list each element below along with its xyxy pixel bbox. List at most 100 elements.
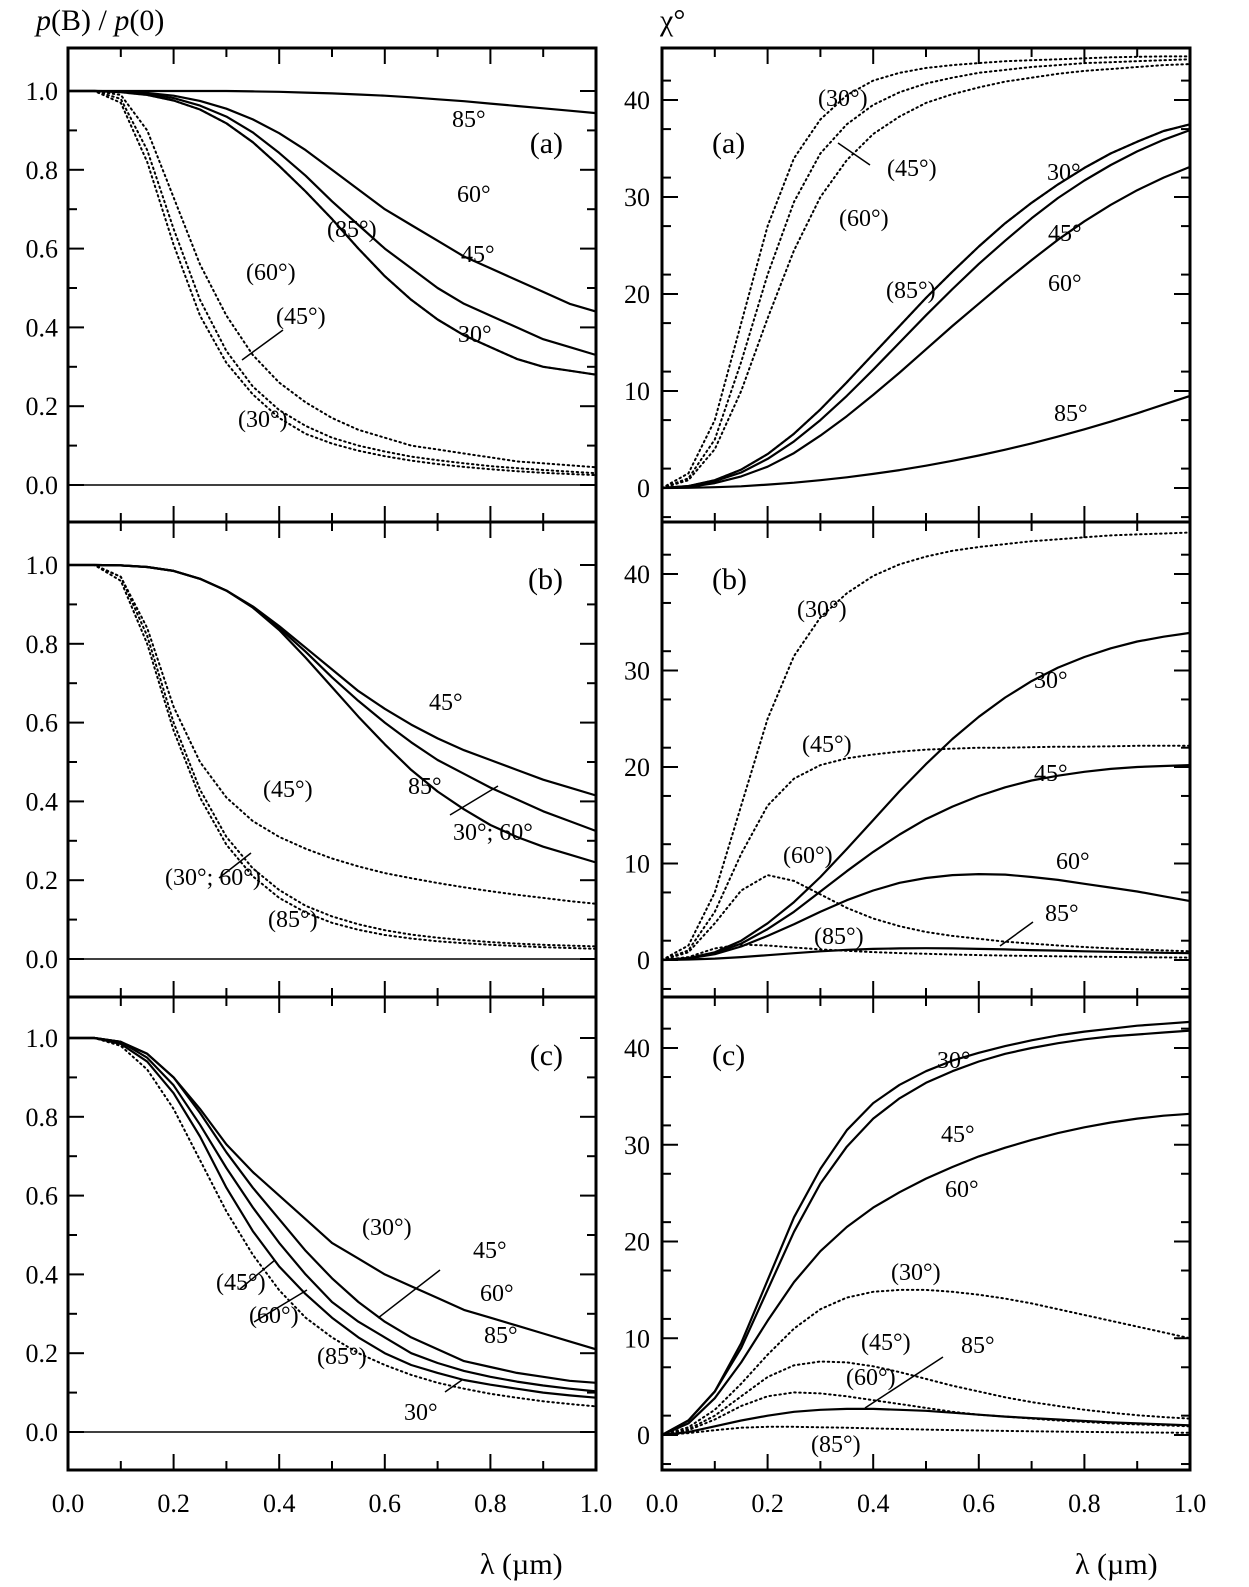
plot-frame: [66, 995, 598, 1472]
leader-line: [999, 921, 1034, 947]
curve-annotation: 45°: [473, 1238, 507, 1264]
y-tick-label: 0.8: [26, 156, 59, 185]
left-ylabel-p2: (B) /: [51, 4, 115, 37]
left-ylabel-p3: p: [114, 4, 130, 37]
curve-annotation: 30°: [1047, 160, 1081, 186]
series-line-0-5: [67, 90, 597, 469]
leader-line: [218, 852, 252, 879]
curve-annotation: 85°: [452, 107, 486, 133]
y-tick-label: 0: [637, 474, 650, 503]
series-line-4-2: [68, 1036, 597, 1393]
curve-annotation: (30°): [891, 1260, 941, 1286]
x-tick-label: 0.8: [474, 1489, 507, 1518]
curve-annotation: (30°): [362, 1215, 412, 1241]
curve-annotation: (60°): [246, 260, 296, 286]
series-line-2-4: [67, 564, 597, 948]
left-ylabel-p1: p: [36, 4, 51, 37]
curve-annotation: 45°: [461, 242, 495, 268]
leader-line: [377, 1269, 441, 1319]
series-line-3-4: [661, 531, 1191, 961]
panel-tag: (a): [712, 127, 745, 160]
curve-annotation: (85°): [886, 278, 936, 304]
left-xlabel: λ (µm): [480, 1548, 563, 1581]
x-tick-label: 0.2: [751, 1489, 784, 1518]
y-tick-label: 1.0: [26, 551, 59, 580]
curve-annotation: (30°; 60°): [165, 865, 261, 891]
panel-tag: (c): [712, 1039, 745, 1072]
curve-annotation: 85°: [1054, 401, 1088, 427]
series-line-3-5: [661, 744, 1191, 961]
leader-line: [837, 142, 871, 166]
series-line-3-2: [661, 872, 1191, 962]
series-line-0-6: [67, 90, 597, 475]
curve-annotation: 85°: [961, 1333, 995, 1359]
y-tick-label: 10: [624, 377, 650, 406]
series-line-5-0: [661, 1020, 1191, 1436]
x-tick-label: 0.6: [369, 1489, 402, 1518]
curve-annotation: 30°: [404, 1400, 438, 1426]
series-line-5-2: [661, 1112, 1191, 1437]
curve-annotation: (45°): [861, 1330, 911, 1356]
series-line-1-1: [661, 123, 1191, 489]
curve-annotation: (30°): [797, 597, 847, 623]
panel-tag: (b): [528, 563, 563, 596]
series-line-3-7: [661, 943, 1191, 961]
y-tick-label: 40: [624, 86, 650, 115]
series-line-4-3: [68, 1036, 597, 1399]
curve-annotation: 30°; 60°: [453, 820, 533, 846]
y-tick-label: 0: [637, 1421, 650, 1450]
leader-line: [864, 1356, 944, 1409]
series-line-3-3: [661, 947, 1191, 962]
leader-line: [444, 1379, 463, 1393]
series-line-3-6: [661, 874, 1191, 961]
y-tick-label: 0.8: [26, 630, 59, 659]
x-tick-label: 0.2: [157, 1489, 190, 1518]
y-tick-label: 20: [624, 1228, 650, 1257]
y-tick-label: 0.4: [26, 1260, 59, 1289]
curve-annotation: (45°): [276, 304, 326, 330]
curve-annotation: (60°): [783, 843, 833, 869]
y-tick-label: 40: [624, 560, 650, 589]
y-tick-label: 0.0: [26, 471, 59, 500]
curve-annotation: 45°: [429, 690, 463, 716]
series-line-1-5: [661, 55, 1191, 489]
y-tick-label: 40: [624, 1034, 650, 1063]
y-tick-label: 0.6: [26, 709, 59, 738]
y-tick-label: 30: [624, 657, 650, 686]
y-tick-label: 0.4: [26, 787, 59, 816]
right-ylabel: χ°: [660, 4, 686, 37]
series-line-0-1: [68, 89, 597, 313]
plot-frame: [66, 46, 598, 524]
curve-annotation: (60°): [846, 1365, 896, 1391]
series-line-5-5: [661, 1360, 1191, 1436]
y-tick-label: 0.4: [26, 313, 59, 342]
curve-annotation: (85°): [317, 1344, 367, 1370]
curve-annotation: 85°: [408, 774, 442, 800]
curve-annotation: 30°: [937, 1048, 971, 1074]
curve-annotation: 60°: [480, 1281, 514, 1307]
x-tick-label: 0.0: [646, 1489, 679, 1518]
curve-annotation: 60°: [1048, 271, 1082, 297]
leader-line: [449, 785, 499, 816]
x-tick-label: 0.6: [963, 1489, 996, 1518]
curve-annotation: (45°): [263, 777, 313, 803]
curve-annotation: 30°: [458, 322, 492, 348]
y-tick-label: 0.8: [26, 1103, 59, 1132]
y-tick-label: 1.0: [26, 1024, 59, 1053]
leader-line: [241, 329, 284, 361]
y-tick-label: 0.6: [26, 1182, 59, 1211]
series-line-2-0: [68, 563, 597, 797]
plot-frame: [66, 520, 598, 999]
curve-annotation: 85°: [1045, 901, 1079, 927]
series-line-1-4: [661, 394, 1191, 490]
curve-annotation: (85°): [268, 907, 318, 933]
curve-annotation: 30°: [1034, 668, 1068, 694]
y-tick-label: 0.2: [26, 866, 59, 895]
x-tick-label: 0.0: [52, 1489, 85, 1518]
left-ylabel-p4: (0): [129, 4, 165, 37]
y-tick-label: 20: [624, 280, 650, 309]
x-tick-label: 1.0: [580, 1489, 613, 1518]
panel-tag: (a): [530, 127, 563, 160]
curve-annotation: (45°): [887, 156, 937, 182]
